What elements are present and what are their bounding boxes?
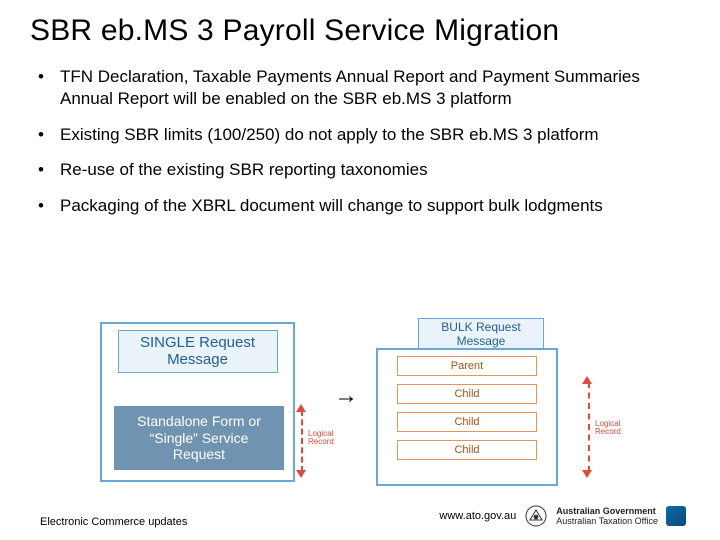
diagram-area: SINGLE Request Message Standalone Form o…	[100, 318, 640, 488]
footer: Electronic Commerce updates www.ato.gov.…	[0, 504, 720, 528]
gov-text: Australian Government Australian Taxatio…	[556, 506, 658, 527]
single-bracket-label: Logical Record	[308, 430, 338, 447]
standalone-box: Standalone Form or “Single” Service Requ…	[114, 406, 284, 470]
single-frame: SINGLE Request Message Standalone Form o…	[100, 322, 295, 482]
bulk-child-box: Child	[397, 412, 537, 432]
bulk-child-box: Child	[397, 384, 537, 404]
bullet-item: Existing SBR limits (100/250) do not app…	[38, 124, 690, 146]
gov-crest-icon	[524, 504, 548, 528]
transition-arrow-icon: →	[322, 382, 370, 424]
gov-line1: Australian Government	[556, 506, 658, 516]
single-logical-record-bracket: Logical Record	[298, 406, 320, 476]
bullet-item: Re-use of the existing SBR reporting tax…	[38, 159, 690, 181]
gov-line2: Australian Taxation Office	[556, 516, 658, 526]
bulk-child-box: Child	[397, 440, 537, 460]
single-heading: SINGLE Request Message	[118, 330, 278, 373]
footer-right: www.ato.gov.au Australian Government Aus…	[439, 504, 686, 528]
bulk-request-diagram: BULK Request Message Parent Child Child …	[376, 320, 586, 486]
bullet-item: TFN Declaration, Taxable Payments Annual…	[38, 66, 690, 110]
slide: SBR eb.MS 3 Payroll Service Migration TF…	[0, 0, 720, 540]
single-request-diagram: SINGLE Request Message Standalone Form o…	[100, 322, 322, 484]
bulk-logical-record-bracket: Logical Record	[584, 378, 610, 476]
bulk-frame: Parent Child Child Child	[376, 348, 558, 486]
bulk-parent-box: Parent	[397, 356, 537, 376]
bulk-bracket-label: Logical Record	[595, 420, 625, 437]
footer-left-text: Electronic Commerce updates	[40, 516, 187, 528]
ato-logo-icon	[666, 506, 686, 526]
bulk-heading: BULK Request Message	[418, 318, 544, 352]
bullet-list: TFN Declaration, Taxable Payments Annual…	[30, 66, 690, 217]
bullet-item: Packaging of the XBRL document will chan…	[38, 195, 690, 217]
footer-url: www.ato.gov.au	[439, 510, 516, 522]
slide-title: SBR eb.MS 3 Payroll Service Migration	[30, 14, 690, 48]
